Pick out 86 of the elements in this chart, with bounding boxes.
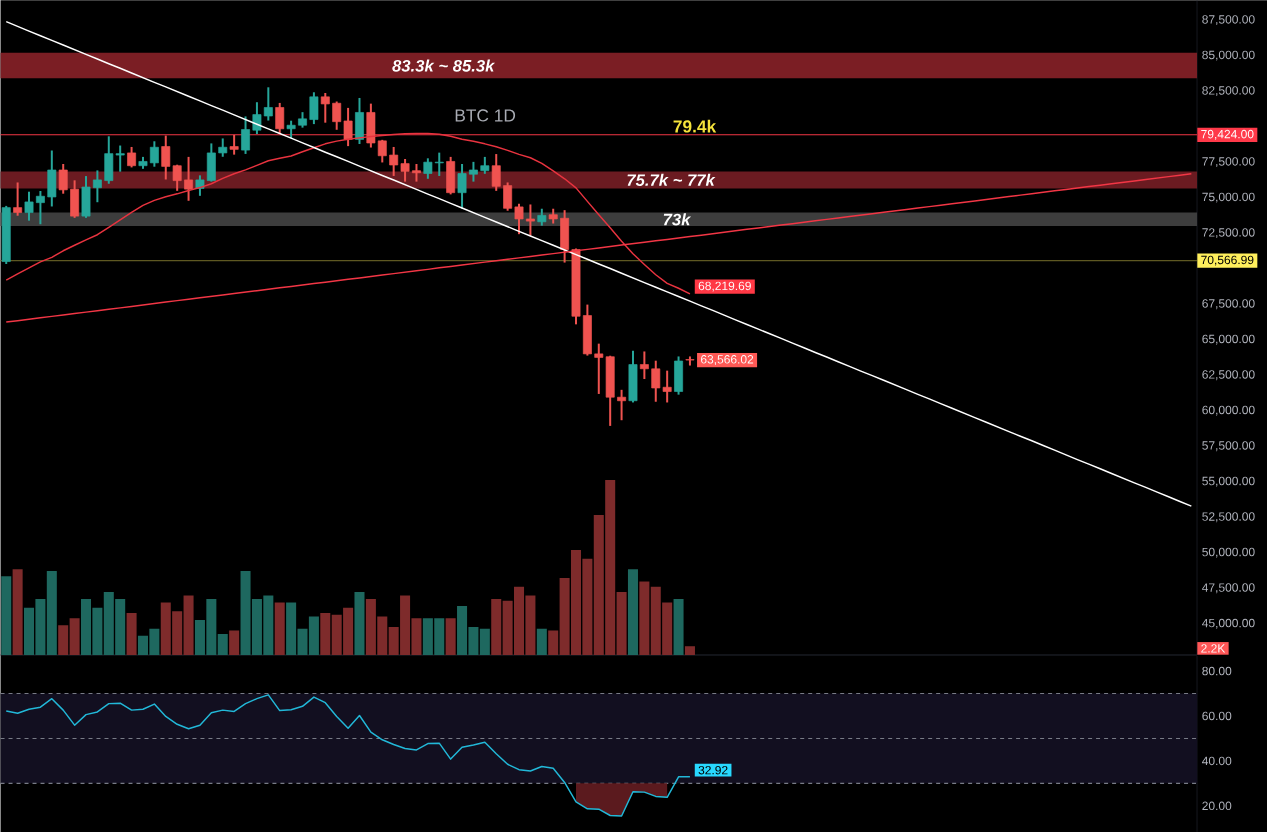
y-tick-label: 82,500.00	[1202, 86, 1255, 97]
text: 2.2K	[1201, 644, 1226, 653]
y-tick-label: 65,000.00	[1202, 334, 1255, 345]
candlestick	[35, 190, 45, 225]
candlestick	[685, 356, 695, 366]
candlestick	[332, 101, 342, 130]
y-tick-label: 75,000.00	[1202, 192, 1255, 203]
bar	[548, 630, 559, 655]
candlestick	[241, 116, 250, 154]
annotation: 79.4k	[673, 119, 717, 133]
bar	[616, 591, 627, 655]
y-tick-label: 20.00	[1202, 801, 1232, 811]
candlestick	[229, 134, 239, 155]
bar	[320, 612, 331, 655]
y-tick-label: 57,500.00	[1202, 441, 1255, 452]
bar	[58, 625, 69, 655]
candlestick	[503, 182, 513, 211]
candlestick	[320, 92, 330, 123]
bar	[627, 569, 638, 655]
bar	[46, 570, 57, 655]
candlestick	[275, 102, 285, 134]
band-label: 75.7k ~ 77k	[627, 173, 716, 186]
y-tick-label: 62,500.00	[1202, 370, 1255, 381]
y-tick-label: 80.00	[1202, 666, 1232, 676]
candlestick	[491, 153, 501, 191]
candlestick	[412, 163, 421, 182]
candlestick	[434, 152, 444, 176]
data-label: 32.92	[698, 765, 728, 775]
candlestick	[13, 182, 23, 216]
bar	[183, 595, 194, 655]
line-series	[5, 694, 691, 817]
bar	[536, 628, 547, 655]
y-tick-label: 85,000.00	[1202, 50, 1255, 61]
y-tick-label: 47,500.00	[1202, 583, 1255, 594]
ref-line-label: 79,424.00	[1201, 129, 1254, 140]
candlestick	[309, 92, 319, 125]
bar	[126, 612, 137, 655]
bar	[479, 628, 490, 655]
bar	[684, 646, 695, 655]
candlestick	[377, 139, 387, 163]
y-tick-label: 50,000.00	[1202, 547, 1255, 558]
bar	[491, 598, 502, 655]
y-tick-label: 77,500.00	[1202, 157, 1255, 168]
band-label: 73k	[663, 213, 692, 226]
candlestick	[389, 146, 399, 176]
candlestick	[525, 204, 535, 236]
y-tick-label: 87,500.00	[1202, 15, 1255, 25]
candlestick	[400, 158, 410, 182]
candlestick	[252, 102, 262, 134]
candlestick	[514, 203, 524, 235]
candlestick	[343, 107, 353, 147]
candlestick	[149, 141, 159, 167]
candlestick	[58, 163, 68, 194]
y-tick-label: 52,500.00	[1202, 512, 1255, 523]
bar	[673, 598, 684, 655]
candlestick	[457, 163, 467, 209]
candlestick	[24, 191, 34, 221]
candlestick	[639, 351, 649, 379]
candlestick	[184, 156, 193, 201]
bar	[229, 630, 240, 655]
candlestick	[127, 146, 137, 168]
bar	[274, 602, 285, 655]
y-tick-label: 67,500.00	[1202, 299, 1255, 310]
candlestick	[617, 389, 627, 421]
text: BTC 1D	[455, 109, 516, 122]
bar	[12, 569, 23, 655]
candlestick	[423, 158, 433, 179]
candlestick	[195, 175, 205, 196]
candlestick	[92, 170, 102, 203]
ref-line-label: 70,566.99	[1201, 255, 1254, 266]
bar	[445, 618, 456, 655]
y-tick-label: 72,500.00	[1202, 228, 1255, 239]
y-tick-label: 40.00	[1202, 756, 1232, 766]
bar	[217, 633, 228, 655]
bar	[1, 576, 12, 655]
candlestick	[263, 87, 273, 121]
bar	[69, 618, 80, 655]
y-tick-label: 60,000.00	[1202, 405, 1255, 416]
y-tick-label: 45,000.00	[1202, 618, 1255, 629]
bar	[354, 591, 365, 655]
data-label: 68,219.69	[698, 281, 751, 292]
y-tick-label: 55,000.00	[1202, 476, 1255, 487]
band-label: 83.3k ~ 85.3k	[392, 59, 496, 72]
y-tick-label: 60.00	[1202, 711, 1232, 721]
text: 63,566.02	[700, 355, 754, 365]
bar	[639, 581, 650, 655]
